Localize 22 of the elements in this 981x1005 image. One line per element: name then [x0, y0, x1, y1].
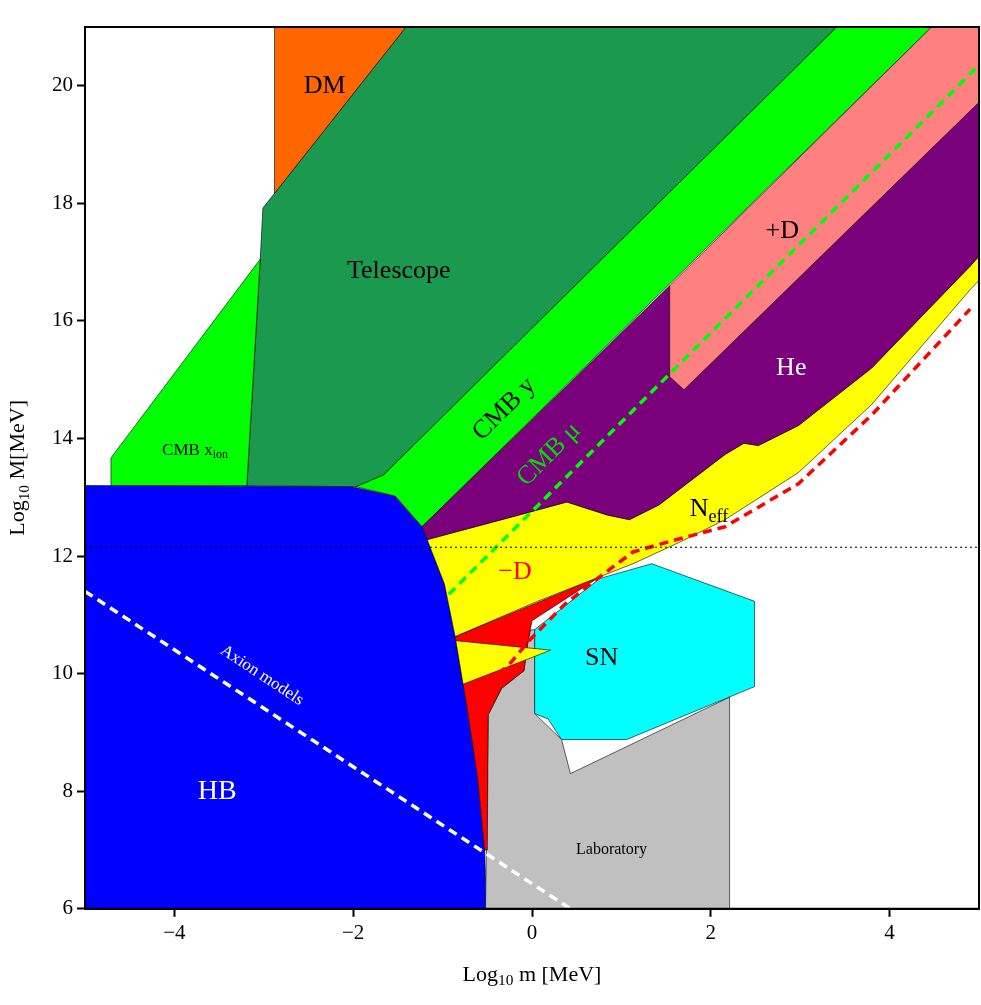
annotation: +D: [765, 215, 800, 245]
x-tick-label: 0: [526, 919, 538, 944]
annotation: SN: [585, 641, 619, 671]
annotation: DM: [303, 69, 346, 99]
annotation: He: [776, 351, 807, 381]
y-axis-title: Log10 M[MeV]: [3, 400, 32, 536]
annotation: Laboratory: [576, 840, 648, 859]
y-tick-label: 18: [52, 189, 73, 214]
x-tick-label: 4: [884, 919, 896, 944]
y-tick-label: 14: [52, 425, 74, 450]
y-tick-label: 12: [52, 542, 73, 567]
y-tick-label: 10: [52, 660, 73, 685]
annotation: −D: [498, 556, 532, 586]
x-tick-label: −2: [342, 919, 365, 944]
annotation: Telescope: [347, 254, 451, 284]
y-tick-label: 6: [62, 895, 73, 920]
x-tick-label: −4: [163, 919, 187, 944]
y-tick-label: 8: [62, 777, 73, 802]
annotation: HB: [197, 773, 237, 805]
y-tick-label: 20: [52, 72, 73, 97]
x-tick-label: 2: [705, 919, 717, 944]
y-tick-label: 16: [52, 307, 73, 332]
